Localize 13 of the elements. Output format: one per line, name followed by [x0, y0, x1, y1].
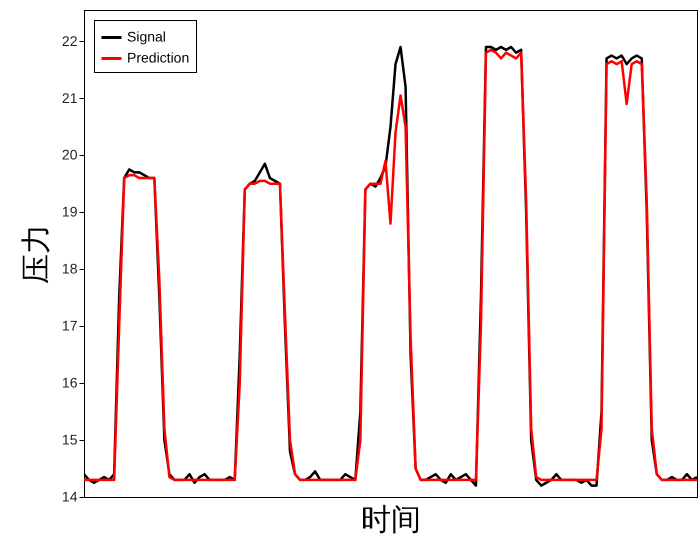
y-tick-label: 18: [62, 260, 78, 277]
y-tick-label: 20: [62, 146, 78, 163]
legend-label: Prediction: [127, 50, 190, 66]
y-tick-label: 21: [62, 90, 78, 106]
y-tick-label: 22: [62, 32, 78, 49]
y-tick-label: 14: [62, 488, 78, 504]
y-tick-label: 17: [62, 318, 78, 334]
y-axis-title: 压力: [20, 224, 53, 284]
y-tick-label: 16: [62, 374, 78, 391]
y-tick-label: 15: [62, 432, 78, 448]
y-tick-label: 19: [62, 204, 78, 220]
x-axis-title: 时间: [361, 504, 421, 536]
legend-label: Signal: [127, 28, 166, 44]
